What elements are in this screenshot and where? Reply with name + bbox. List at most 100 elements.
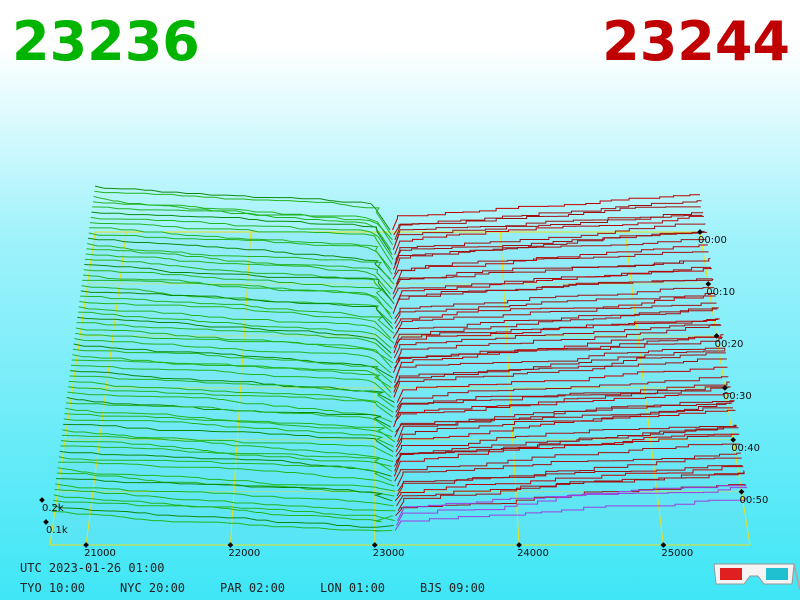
ask-depth-line (394, 223, 706, 265)
price-tick-label: 23000 (373, 548, 405, 559)
bid-depth-line (76, 322, 393, 359)
ask-depth-line (393, 392, 732, 428)
bid-depth-line (51, 510, 393, 532)
ask-depth-line (394, 386, 731, 423)
ask-depth-line (392, 278, 714, 314)
bid-depth-line (85, 258, 391, 300)
bid-depth-line (55, 483, 394, 507)
ask-depth-line (395, 402, 733, 433)
tick-mark (83, 542, 89, 548)
bid-depth-line (90, 216, 394, 260)
bid-depth-line (62, 429, 394, 458)
ask-price: 23244 (602, 10, 790, 73)
ask-depth-line (392, 336, 723, 374)
ask-depth-line (395, 295, 716, 329)
ask-depth-line (394, 347, 725, 383)
bid-depth-line (74, 338, 392, 374)
tick-mark (730, 437, 737, 443)
bid-depth-line (92, 201, 393, 246)
bid-depth-line (77, 316, 392, 354)
bid-depth-line (87, 243, 395, 285)
bid-depth-line (70, 370, 395, 403)
city-time: TYO 10:00 (20, 581, 85, 595)
ask-depth-line (396, 318, 719, 344)
bid-depth-line (83, 269, 393, 310)
time-tick-label: 00:50 (740, 495, 769, 506)
ask-depth-line (392, 258, 711, 295)
ask-depth-line (396, 268, 712, 305)
ask-depth-line (395, 324, 722, 364)
bid-depth-line (61, 434, 394, 462)
bid-depth-line (92, 206, 392, 250)
city-time: BJS 09:00 (420, 581, 485, 595)
ask-depth-line (394, 466, 744, 502)
ask-depth-line (396, 376, 729, 408)
bid-depth-line (63, 423, 394, 453)
bid-depth-line (70, 364, 392, 398)
ask-depth-line (393, 324, 721, 359)
ask-depth-line (394, 443, 741, 482)
bid-depth-line (75, 327, 394, 364)
ask-depth-line (393, 358, 727, 398)
time-tick-label: 00:00 (698, 235, 727, 246)
tick-mark (705, 281, 712, 287)
ask-depth-line (397, 472, 745, 512)
bid-depth-line (69, 375, 395, 408)
ask-depth-line (397, 485, 747, 521)
bid-depth-line (87, 237, 391, 280)
bid-depth-line (75, 332, 393, 369)
ask-depth-line (393, 347, 726, 388)
bid-depth-line (53, 499, 395, 522)
bid-depth-line (59, 450, 392, 477)
ask-depth-line (394, 200, 702, 241)
bid-depth-line (78, 306, 395, 344)
bid-depth-line (89, 222, 393, 265)
time-tick-label: 00:30 (723, 391, 752, 402)
bid-depth-line (57, 467, 396, 492)
bid-depth-line (86, 248, 393, 290)
price-tick-label: 21000 (84, 548, 116, 559)
bid-depth-line (65, 402, 394, 433)
ask-depth-line (394, 433, 738, 467)
bid-depth-line (91, 211, 393, 255)
bid-depth-line (73, 343, 394, 379)
bid-depth-line (94, 185, 391, 231)
ask-depth-line (395, 400, 735, 447)
bid-depth-line (85, 253, 391, 295)
bid-depth-line (81, 285, 393, 324)
time-tick-label: 00:10 (706, 287, 735, 298)
bid-depth-line (58, 461, 395, 487)
city-time: LON 01:00 (320, 581, 385, 595)
bid-depth-line (80, 290, 394, 329)
ask-depth-line (392, 194, 700, 231)
tick-mark (516, 542, 522, 548)
ask-depth-line (396, 470, 745, 507)
bid-depth-line (53, 494, 393, 523)
bid-depth-line (94, 190, 392, 236)
ask-depth-line (394, 287, 715, 319)
depth-tick-label: 0.2k (42, 503, 64, 514)
ask-depth-line (394, 293, 715, 324)
ask-depth-line (395, 334, 724, 378)
bid-depth-line (72, 354, 392, 389)
ask-depth-line (397, 400, 734, 442)
time-tick-label: 00:40 (731, 443, 760, 454)
ask-depth-line (395, 409, 736, 452)
bid-depth-line (79, 300, 391, 339)
bid-depth-line (66, 396, 392, 428)
bid-depth-line (60, 440, 392, 467)
ask-depth-line (393, 433, 740, 477)
bid-depth-line (68, 380, 394, 413)
tick-mark (738, 488, 745, 495)
ask-depth-line (393, 318, 720, 354)
ask-depth-line (395, 424, 737, 457)
ask-depth-line (392, 244, 708, 280)
time-tick-label: 00:20 (715, 339, 744, 350)
ask-depth-line (394, 214, 703, 245)
ask-depth-line (394, 407, 734, 438)
tick-mark (660, 542, 667, 548)
ask-depth-line (394, 427, 739, 472)
tick-mark (39, 497, 45, 503)
